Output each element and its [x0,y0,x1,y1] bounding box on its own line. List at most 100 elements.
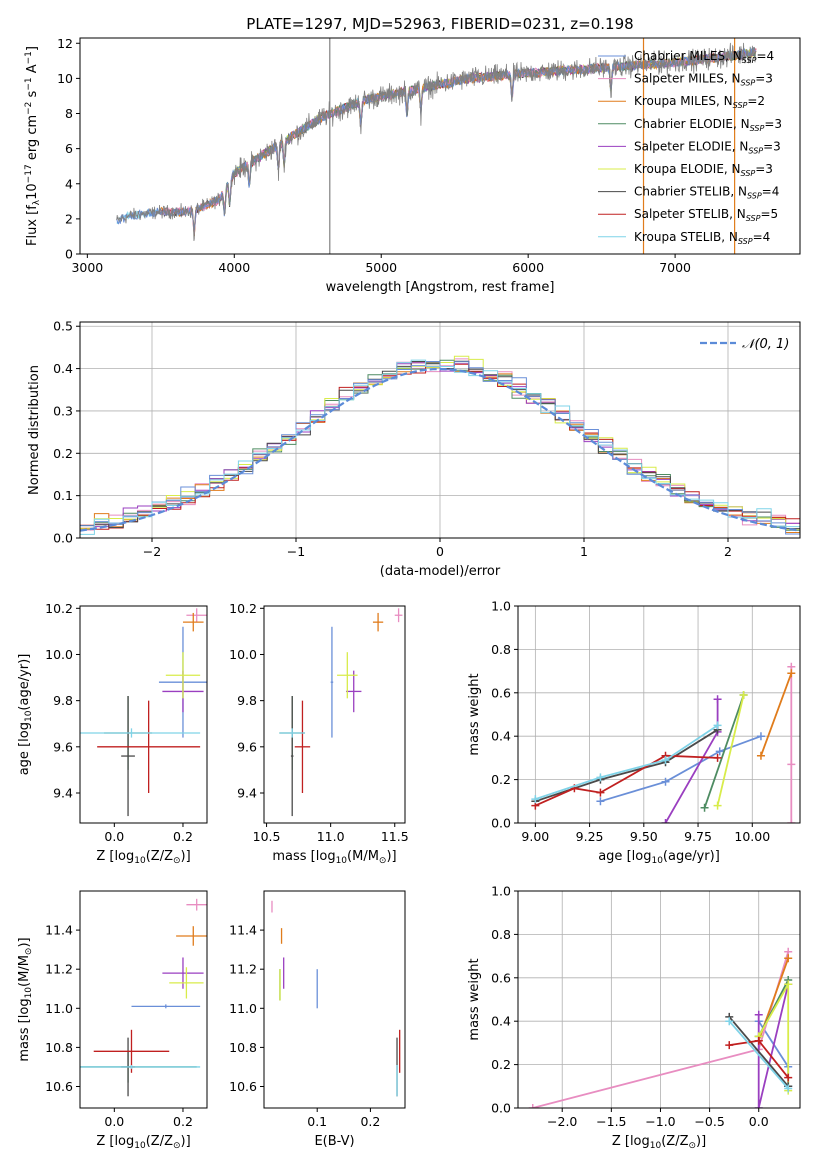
weight-marker [784,1084,793,1093]
weight-marker [715,747,724,756]
y-tick-label: 0.4 [491,729,511,744]
y-axis-label: mass weight [467,673,482,755]
errorbar-point [290,696,294,817]
weight-marker [725,1017,734,1026]
weight-marker [784,954,793,963]
errorbar-point [121,696,135,817]
weight-marker [787,760,796,769]
y-tick-label: 10 [57,71,73,86]
y-tick-label: 10.8 [45,1040,73,1055]
figure-title: PLATE=1297, MJD=52963, FIBERID=0231, z=0… [246,15,633,33]
panel-age_vs_mass: 10.5 11.0 11.5 9.4 9.6 9.8 10.0 10.2 mass [log10… [229,601,409,866]
y-tick-label: 0.4 [491,1014,511,1029]
y-tick-label: 10.6 [45,1079,73,1094]
errorbar-point [131,1004,201,1009]
x-tick-label: 9.50 [630,829,658,844]
x-axis-label: E(B-V) [314,1134,354,1149]
y-tick-label: 10.2 [229,601,257,616]
x-axis-label: Z [log10(Z/Z⊙)] [96,1134,190,1151]
errorbar-point [80,728,201,738]
legend-label: Salpeter MILES, NSSP=3 [634,72,773,88]
errorbar-point [186,608,207,623]
x-tick-label: 11.5 [381,829,409,844]
weight-marker [596,797,605,806]
weight-marker [725,1041,734,1050]
y-tick-label: 0.2 [491,772,511,787]
panel-residuals: −2 −1 0 1 2 0.0 0.1 0.2 0.3 0.4 0.5 (data-model)/er… [27,319,801,579]
data-spectrum [116,42,757,241]
weight-marker [713,801,722,810]
errorbar-point [372,612,384,632]
legend-label: Chabrier MILES, NSSP=4 [634,49,774,65]
x-tick-label: −1.0 [645,1114,675,1129]
axes-frame [263,890,406,1109]
y-tick-label: 0.6 [491,970,511,985]
x-axis-label: Z [log10(Z/Z⊙)] [96,849,190,866]
panel-weight_vs_Z: −2.0 −1.5 −1.0 −0.5 0.0 0.0 0.2 0.4 0.6 0.8 1.0 Z [… [467,884,801,1151]
y-tick-label: 9.6 [53,739,73,754]
y-axis-label: age [log10(age/yr)] [17,654,34,776]
weight-marker [754,1036,763,1045]
x-tick-label: 0.2 [173,829,193,844]
weight-series-line [600,735,762,803]
legend-label: Chabrier ELODIE, NSSP=3 [634,117,782,133]
errorbar-point [182,612,204,632]
weight-marker [756,751,765,760]
y-tick-label: 6 [65,141,73,156]
plot-area [80,355,800,535]
weight-marker [787,819,796,823]
y-tick-label: 10.8 [229,1040,257,1055]
weight-series-line [728,1016,789,1087]
gridlines [518,890,800,1109]
errorbar-point [165,652,201,699]
ticks: 9.00 9.25 9.50 9.75 10.00 0.0 0.2 0.4 0.6 0.8 1.0 [491,599,770,845]
weight-marker [739,690,748,699]
errorbar-point [394,608,403,623]
normal-curve [80,367,800,532]
axes-frame [79,890,208,1109]
y-axis-label: Normed distribution [27,365,42,495]
weight-series-line [728,1020,789,1090]
x-tick-label: 6000 [512,260,544,275]
x-tick-label: 10.00 [734,829,770,844]
y-tick-label: 10.6 [229,1079,257,1094]
y-tick-label: 0.1 [53,488,73,503]
x-tick-label: −1.5 [596,1114,626,1129]
x-tick-label: 9.00 [521,829,549,844]
x-tick-label: 0.1 [307,1114,327,1129]
y-tick-label: 0.0 [491,1101,511,1116]
y-tick-label: 0.0 [53,531,73,546]
weight-marker [713,721,722,730]
weight-marker [756,732,765,741]
errorbar-point [97,700,201,793]
y-tick-label: 0.6 [491,685,511,700]
y-tick-label: 0 [65,247,73,262]
errorbar-point [186,898,207,911]
weight-marker [661,819,670,823]
ticks: 0.1 0.2 10.6 10.8 11.0 11.2 11.4 [229,923,380,1129]
x-tick-label: 11.0 [317,829,345,844]
weight-marker [754,1104,763,1108]
legend-label: Chabrier STELIB, NSSP=4 [634,185,779,201]
panel-spectrum: 3000 4000 5000 6000 7000 0 2 4 6 8 10 12 wavelength … [24,36,801,295]
weight-marker [596,773,605,782]
panel-mass_vs_Z: 0.0 0.2 10.6 10.8 11.0 11.2 11.4 Z [log10(Z/Z⊙)… [17,890,208,1151]
plot-area [271,900,401,1097]
errorbar-point [162,957,204,989]
errorbar-point [346,670,362,713]
x-axis-label: wavelength [Angstrom, rest frame] [326,280,555,295]
y-tick-label: 12 [57,36,73,51]
y-tick-label: 0.2 [53,446,73,461]
plot-area [279,608,403,817]
errorbar-point [294,700,311,793]
x-tick-label: 0.0 [104,1114,124,1129]
legend-label: Kroupa MILES, NSSP=2 [634,94,765,110]
y-tick-label: 0.4 [53,361,73,376]
y-tick-label: 0.3 [53,403,73,418]
plot-area [80,898,207,1097]
y-tick-label: 9.4 [53,785,73,800]
y-tick-label: 1.0 [491,884,511,899]
ticks: −2 −1 0 1 2 0.0 0.1 0.2 0.3 0.4 0.5 [53,319,732,559]
weight-series-line [757,984,790,1108]
x-tick-label: 9.25 [576,829,604,844]
